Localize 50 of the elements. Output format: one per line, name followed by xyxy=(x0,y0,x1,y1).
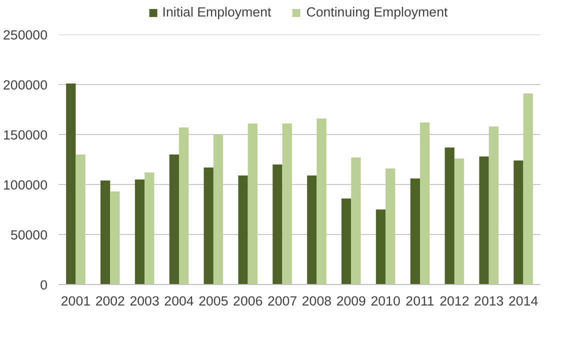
x-tick-label: 2005 xyxy=(198,294,228,308)
bar xyxy=(420,122,430,284)
legend-label: Continuing Employment xyxy=(306,4,448,20)
x-tick-label: 2003 xyxy=(130,294,160,308)
bar xyxy=(514,160,524,284)
bar xyxy=(342,198,352,284)
x-tick-label: 2009 xyxy=(336,294,366,308)
bar xyxy=(110,192,120,284)
y-tick-label: 100000 xyxy=(3,178,48,192)
bar xyxy=(386,168,396,284)
y-tick-label: 0 xyxy=(40,278,48,292)
y-tick-label: 250000 xyxy=(3,28,48,42)
bar xyxy=(179,128,189,284)
bar xyxy=(204,168,214,284)
bar xyxy=(454,158,464,284)
bar xyxy=(144,172,154,284)
x-tick-label: 2006 xyxy=(233,294,263,308)
x-tick-label: 2011 xyxy=(406,294,434,308)
bar xyxy=(444,148,454,284)
bar xyxy=(248,124,258,284)
bar xyxy=(307,176,317,284)
bar xyxy=(479,156,489,284)
x-tick-label: 2010 xyxy=(370,294,400,308)
bar xyxy=(523,94,533,284)
y-tick-label: 200000 xyxy=(3,78,48,92)
x-tick-label: 2014 xyxy=(508,294,539,308)
x-tick-label: 2013 xyxy=(474,294,504,308)
bar xyxy=(316,118,326,284)
x-tick-label: 2001 xyxy=(60,294,91,308)
x-tick-label: 2008 xyxy=(302,294,332,308)
bar xyxy=(410,178,420,284)
x-tick-label: 2004 xyxy=(164,294,194,308)
x-tick-label: 2012 xyxy=(440,294,470,308)
bar xyxy=(238,176,248,284)
bar xyxy=(488,126,498,284)
y-tick-label: 150000 xyxy=(3,128,48,142)
bar xyxy=(376,210,386,284)
y-tick-label: 50000 xyxy=(10,228,48,242)
bar xyxy=(213,134,224,284)
bar xyxy=(76,154,86,284)
bar xyxy=(66,84,76,284)
bar xyxy=(351,158,361,284)
bar xyxy=(272,164,282,284)
bar xyxy=(169,154,179,284)
x-tick-label: 2002 xyxy=(95,294,125,308)
legend-label: Initial Employment xyxy=(162,4,272,20)
bar xyxy=(100,180,110,284)
bar xyxy=(134,180,145,284)
x-tick-label: 2007 xyxy=(267,294,298,308)
bar xyxy=(282,124,292,284)
